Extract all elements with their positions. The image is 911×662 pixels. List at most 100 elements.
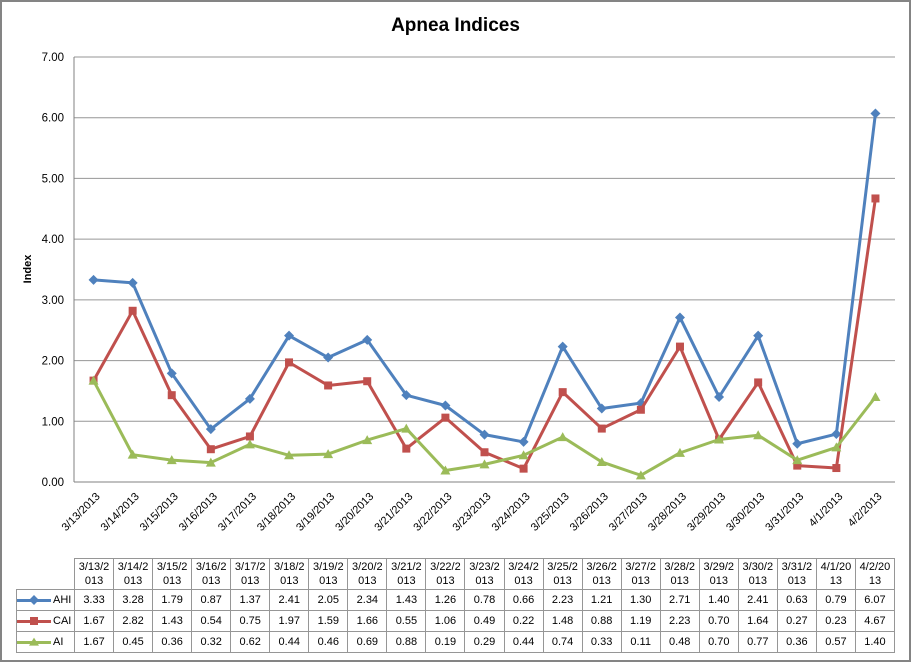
x-tick-label: 3/18/2013 — [255, 491, 298, 534]
value-cell-cai: 0.70 — [698, 610, 739, 632]
y-tick-label: 0.00 — [42, 477, 64, 489]
legend-label-ahi: AHI — [53, 594, 72, 606]
legend-label-ai: AI — [53, 636, 64, 648]
value-cell-ahi: 0.79 — [815, 589, 856, 611]
value-cell-ahi: 2.41 — [269, 589, 310, 611]
marker-cai — [793, 461, 802, 470]
date-header-cell: 3/14/2 013 — [113, 558, 154, 590]
value-cell-ahi: 1.26 — [425, 589, 466, 611]
value-cell-ahi: 2.05 — [308, 589, 349, 611]
marker-ai — [205, 457, 216, 467]
table-row-cai: CAI 1.67 2.82 1.43 0.54 0.75 1.97 1.59 1.66 0.55 1… — [16, 610, 896, 632]
marker-ai — [635, 470, 646, 480]
value-cell-cai: 1.43 — [152, 610, 193, 632]
marker-ai — [714, 434, 725, 444]
x-tick-label: 3/22/2013 — [411, 491, 454, 534]
value-cell-cai: 1.59 — [308, 610, 349, 632]
series-line-ahi — [92, 111, 877, 446]
marker-ai — [127, 449, 138, 459]
value-cell-ahi: 0.78 — [464, 589, 505, 611]
date-header-cell: 3/19/2 013 — [308, 558, 349, 590]
marker-ahi — [557, 341, 568, 352]
marker-ahi — [753, 330, 764, 341]
value-cell-ahi: 2.41 — [737, 589, 778, 611]
value-cell-ai: 0.62 — [230, 631, 271, 653]
marker-cai — [285, 358, 294, 367]
value-cell-ahi: 1.43 — [386, 589, 427, 611]
value-cell-cai: 1.66 — [347, 610, 388, 632]
date-header-cell: 3/22/2 013 — [425, 558, 466, 590]
value-cell-ai: 0.36 — [152, 631, 193, 653]
marker-ahi — [674, 312, 685, 323]
marker-cai — [754, 378, 763, 387]
y-tick-label: 2.00 — [42, 356, 64, 368]
marker-ai — [401, 423, 412, 433]
marker-ahi — [479, 429, 490, 440]
value-cell-ai: 0.19 — [425, 631, 466, 653]
value-cell-ai: 0.69 — [347, 631, 388, 653]
value-cell-ai: 0.29 — [464, 631, 505, 653]
date-header-cell: 3/16/2 013 — [191, 558, 232, 590]
value-cell-ahi: 0.66 — [503, 589, 544, 611]
date-header-cell: 3/26/2 013 — [581, 558, 622, 590]
marker-ai — [166, 455, 177, 465]
value-cell-ahi: 1.79 — [152, 589, 193, 611]
legend-key-ahi: AHI — [16, 589, 75, 611]
value-cell-cai: 1.19 — [620, 610, 661, 632]
y-tick-label: 4.00 — [42, 234, 64, 246]
x-tick-label: 3/15/2013 — [138, 491, 181, 534]
table-corner-cell — [16, 558, 75, 590]
marker-ai — [88, 375, 99, 385]
x-tick-label: 3/17/2013 — [216, 491, 259, 534]
marker-cai — [832, 464, 841, 473]
value-cell-ahi: 1.37 — [230, 589, 271, 611]
value-cell-ahi: 0.87 — [191, 589, 232, 611]
value-cell-ahi: 3.33 — [73, 589, 115, 611]
value-cell-ahi: 6.07 — [854, 589, 896, 611]
date-header-cell: 4/1/20 13 — [815, 558, 856, 590]
plot-area: 0.00 1.00 2.00 3.00 4.00 5.00 6.00 7.00 3/13/201… — [42, 52, 895, 534]
x-tick-label: 3/21/2013 — [372, 491, 415, 534]
value-cell-ai: 0.11 — [620, 631, 661, 653]
value-cell-cai: 1.48 — [542, 610, 583, 632]
table-row-ahi: AHI 3.33 3.28 1.79 0.87 1.37 2.41 2.05 2.34 1.43 1… — [16, 589, 896, 611]
value-cell-ai: 0.77 — [737, 631, 778, 653]
marker-cai — [480, 448, 489, 457]
value-cell-ai: 0.45 — [113, 631, 154, 653]
value-cell-cai: 0.22 — [503, 610, 544, 632]
legend-marker-ahi-icon — [29, 595, 39, 605]
value-cell-ai: 0.74 — [542, 631, 583, 653]
x-tick-label: 3/24/2013 — [490, 491, 533, 534]
x-tick-label: 3/26/2013 — [568, 491, 611, 534]
x-tick-label: 4/1/2013 — [807, 491, 846, 530]
legend-line-ai — [17, 637, 51, 646]
value-cell-ai: 0.57 — [815, 631, 856, 653]
data-table: 3/13/2 013 3/14/2 013 3/15/2 013 3/16/2 013… — [16, 558, 896, 653]
marker-cai — [128, 306, 137, 315]
value-cell-ai: 0.70 — [698, 631, 739, 653]
marker-cai — [675, 342, 684, 351]
x-tick-label: 3/23/2013 — [451, 491, 494, 534]
x-tick-label: 4/2/2013 — [846, 491, 885, 530]
value-cell-cai: 1.06 — [425, 610, 466, 632]
marker-ai — [557, 432, 568, 442]
x-tick-label: 3/28/2013 — [646, 491, 689, 534]
value-cell-ai: 0.32 — [191, 631, 232, 653]
date-header-cell: 3/17/2 013 — [230, 558, 271, 590]
marker-ahi — [244, 393, 255, 404]
value-cell-cai: 0.75 — [230, 610, 271, 632]
value-cell-cai: 2.23 — [659, 610, 700, 632]
date-header-cell: 3/30/2 013 — [737, 558, 778, 590]
x-tick-label: 3/29/2013 — [685, 491, 728, 534]
value-cell-cai: 0.54 — [191, 610, 232, 632]
x-tick-label: 3/31/2013 — [763, 491, 806, 534]
marker-ahi — [596, 403, 607, 414]
x-tick-label: 3/16/2013 — [177, 491, 220, 534]
marker-ai — [831, 442, 842, 452]
marker-ai — [753, 430, 764, 440]
date-header-cell: 3/31/2 013 — [776, 558, 817, 590]
table-row-ai: AI 1.67 0.45 0.36 0.32 0.62 0.44 0.46 0.69 0.88 0.… — [16, 631, 896, 653]
date-header-cell: 3/15/2 013 — [152, 558, 193, 590]
marker-cai — [636, 405, 645, 414]
